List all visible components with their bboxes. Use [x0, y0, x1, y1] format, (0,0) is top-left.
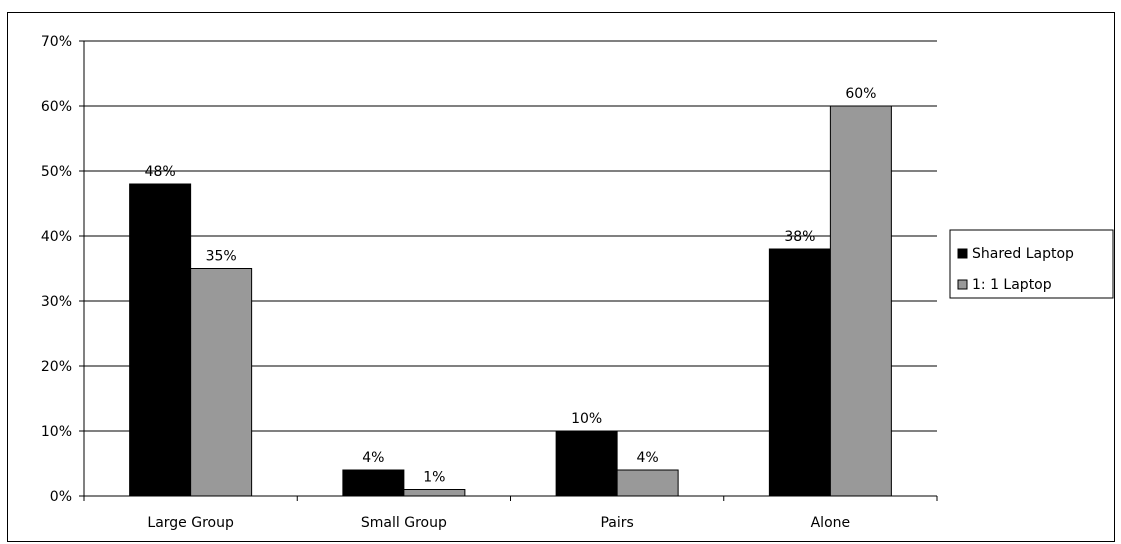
x-tick-label-small-group: Small Group	[361, 515, 447, 531]
bar-1-1-laptop-alone	[829, 105, 892, 497]
bar-shared-laptop-small-group	[342, 469, 405, 497]
y-tick-label-40: 40%	[41, 229, 72, 245]
data-label-1-1-laptop-large-group: 35%	[206, 249, 237, 265]
y-tick-label-30: 30%	[41, 294, 72, 310]
y-tick-label-20: 20%	[41, 359, 72, 375]
x-tick-label-alone: Alone	[811, 515, 851, 531]
bar-1-1-laptop-small-group	[403, 489, 466, 497]
data-label-1-1-laptop-pairs: 4%	[637, 450, 659, 466]
bar-1-1-laptop-large-group	[190, 268, 253, 497]
legend-swatch-shared-laptop	[957, 248, 968, 259]
bar-shared-laptop-pairs	[555, 430, 618, 497]
bars	[129, 105, 892, 497]
data-label-shared-laptop-large-group: 48%	[145, 164, 176, 180]
data-label-shared-laptop-alone: 38%	[784, 229, 815, 245]
legend-swatch-1-1-laptop	[957, 279, 968, 290]
data-label-shared-laptop-pairs: 10%	[571, 411, 602, 427]
legend-label-shared-laptop: Shared Laptop	[972, 246, 1074, 262]
x-tick-label-large-group: Large Group	[147, 515, 234, 531]
y-tick-label-50: 50%	[41, 164, 72, 180]
legend: Shared Laptop 1: 1 Laptop	[949, 229, 1114, 299]
x-tick-label-pairs: Pairs	[600, 515, 633, 531]
y-tick-label-70: 70%	[41, 34, 72, 50]
legend-label-1-1-laptop: 1: 1 Laptop	[972, 277, 1052, 293]
bar-1-1-laptop-pairs	[616, 469, 679, 497]
data-label-1-1-laptop-small-group: 1%	[423, 470, 445, 486]
data-labels: 48% 35% 4% 1% 10% 4% 38% 60%	[145, 86, 877, 486]
bar-shared-laptop-alone	[768, 248, 831, 497]
y-tick-label-0: 0%	[50, 489, 72, 505]
legend-box	[949, 229, 1114, 299]
bar-shared-laptop-large-group	[129, 183, 192, 497]
y-tick-label-60: 60%	[41, 99, 72, 115]
data-label-shared-laptop-small-group: 4%	[362, 450, 384, 466]
axes: 0% 10% 20% 30% 40% 50% 60% 70% Large Group Small …	[41, 34, 938, 531]
data-label-1-1-laptop-alone: 60%	[845, 86, 876, 102]
y-tick-label-10: 10%	[41, 424, 72, 440]
